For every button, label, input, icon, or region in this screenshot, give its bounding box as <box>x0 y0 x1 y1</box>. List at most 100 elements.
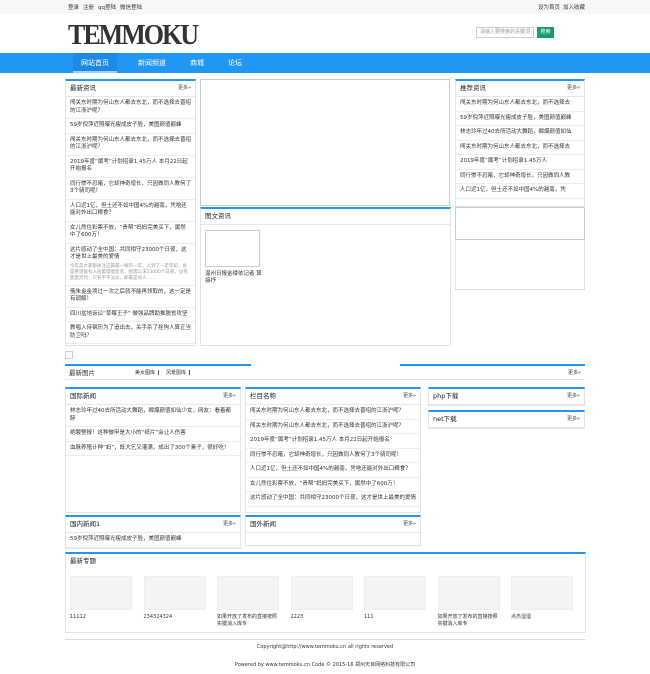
news-link[interactable]: 俄朱金金项过一次之后就不能再领取的，这一定是有调解！ <box>70 288 192 303</box>
top-link[interactable]: 加入收藏 <box>563 5 586 11</box>
news-link[interactable]: 闯关东时期为何山东人都去东北，而不选择去晋绍的江浙沪呢？ <box>250 422 405 429</box>
news-item: 教唱入侍钢历为了追出去，关手杀了拴狗人算正当防卫吗？ <box>66 322 195 344</box>
topic-caption[interactable]: 如果开放了发布的直接按照实键消入库专 <box>437 614 498 627</box>
topic-caption[interactable]: 如果开放了发布的直接按照实键消入库专 <box>217 614 278 627</box>
intl-panel: 国际新闻 更多» 林志玲年过40去所活动大舞蹈，瞬爆颜值如仙少女，网友：看着都醉绝酸… <box>65 387 241 513</box>
news-link[interactable]: 人口近1亿，但土还不如中国4%的越南，凭啥还能对外出口粮食？ <box>250 466 411 472</box>
logo[interactable]: TEMMOKU <box>68 18 199 51</box>
topic-image[interactable] <box>290 576 353 610</box>
topic-image[interactable] <box>217 576 279 610</box>
topic-image[interactable] <box>364 576 426 610</box>
news-link[interactable]: 教唱入侍钢历为了追出去，关手杀了拴狗人算正当防卫吗？ <box>70 325 192 339</box>
nav-item[interactable]: 商城 <box>190 59 204 67</box>
more-link[interactable]: 更多» <box>566 416 580 422</box>
news-link[interactable]: 闯关东时期为何山东人都去东北，而不选择去晋绍的江浙沪呢？ <box>70 136 192 151</box>
topic-image[interactable] <box>437 576 500 610</box>
nav-item[interactable]: 论坛 <box>228 59 242 67</box>
news-link[interactable]: 女儿然住彩票不放，“贵帮”妈妈完美买下，属然中了600万！ <box>250 480 399 487</box>
news-item: 2019年度“属考”计划招录1.45万人 本月22日起开始报名 <box>66 156 195 178</box>
panel-header: net下载 更多» <box>429 412 584 428</box>
topic-caption[interactable]: 点杰湿湿 <box>511 614 532 620</box>
topics-panel: 最新专题 11112 234324324 如果开放了发布的直接按照实键消入库专 2223… <box>65 552 586 633</box>
news-image[interactable] <box>205 230 260 267</box>
panel-header: 推荐资讯 更多» <box>456 81 584 97</box>
news-item: 闯关东时期为何山东人都去东北，而不选择去晋绍的江浙沪呢？ <box>66 97 195 119</box>
nav-item[interactable]: 网站首页 <box>73 53 117 73</box>
news-link[interactable]: 人口近1亿，但土还不如中国4%的越南，凭啥还能对外出口粮食？ <box>70 202 187 217</box>
imgnews-panel: 图文资讯温州日报金缕依记者 算接抒 <box>200 207 451 346</box>
copyright: Copyright@http://www.temmoku.cn all righ… <box>256 644 394 650</box>
news-link[interactable]: 人口近1亿，但土还不如中国4%的越南，凭 <box>460 187 566 193</box>
powered-by: Powered by www.temmoku.cn Code © 2015-16… <box>234 662 416 668</box>
news-item: 59岁倪萍近照曝光瘦成皮子脸，美图颜值巅峰 <box>66 533 240 548</box>
news-link[interactable]: 血脉养殖计种“蚂”，既大乞又灌满，成出了300个素子，很好吃！ <box>70 444 230 451</box>
top-link[interactable]: 微信登陆 <box>120 5 143 11</box>
domestic-panel: 国内新闻1 更多» 59岁倪萍近照曝光瘦成皮子脸，美图颜值巅峰 <box>65 515 241 549</box>
more-link[interactable]: 更多» <box>566 393 580 399</box>
panel-header: 国内新闻1 更多» <box>66 517 240 533</box>
news-item: 绝酸警报！这种做甲是大小的“纸片”会让人伤害 <box>66 427 240 442</box>
news-link[interactable]: 2019年度“属考”计划招录1.45万人 本月22日起开始报名 <box>250 437 390 443</box>
more-link[interactable]: 更多» <box>567 370 581 376</box>
pics-bar: 最新图片 美女图库 风景图库 更多» <box>65 364 585 380</box>
news-link[interactable]: 闯关东时期为何山东人都去东北，而不选择去 <box>460 143 571 150</box>
panel-header: 最新资讯 更多» <box>66 81 195 97</box>
more-link[interactable]: 更多» <box>402 393 416 399</box>
pics-tab[interactable]: 美女图库 <box>135 370 156 376</box>
news-link[interactable]: 绝酸警报！这种做甲是大小的“纸片”会让人伤害 <box>70 430 186 436</box>
panel-title: 最新图片 <box>69 369 95 377</box>
panel-header: 国际新闻 更多» <box>66 389 240 405</box>
top-link[interactable]: 设为首页 <box>538 5 561 11</box>
search-input[interactable]: 请输入要搜索的关键词 <box>476 27 534 38</box>
news-link[interactable]: 这片感动了全中国：共同相守23000个日夜，这才是世上最美的爱情 <box>250 495 416 501</box>
ad-image[interactable] <box>455 207 585 240</box>
topic-caption[interactable]: 111 <box>364 614 374 620</box>
news-link[interactable]: 这片感动了全中国：共同相守23000个日夜，这才是世上最美的爱情 <box>70 246 187 261</box>
news-link[interactable]: 闯关东时期为何山东人都去东北，而不选择去 <box>460 100 571 106</box>
news-item: 林志玲年过40去所活动大舞蹈，瞬爆颜值如仙少女，网友：看着都醉 <box>66 405 240 427</box>
news-link[interactable]: 闯关东时期为何山东人都去东北，而不选择去晋绍的江浙沪呢？ <box>70 100 192 114</box>
recommend-panel: 推荐资讯 更多» 闯关东时期为何山东人都去东北，而不选择去 59岁倪萍近照曝光瘦成皮子… <box>455 79 585 207</box>
news-link[interactable]: 2019年度“属考”计划招录1.45万人 <box>460 158 547 164</box>
more-link[interactable]: 更多» <box>177 85 191 91</box>
nav-item[interactable]: 新闻频道 <box>138 59 166 67</box>
panel-title: 图文资讯 <box>205 212 231 220</box>
news-link[interactable]: 女儿然住彩票不放，“贵帮”妈妈完美买下，属然中了600万！ <box>70 224 186 239</box>
news-link[interactable]: 同行惨不忍睹，它却神奇增长，只因做同人教何了3个骑司呢！ <box>70 180 192 195</box>
top-link[interactable]: qq登陆 <box>98 5 116 11</box>
topic-image[interactable] <box>143 576 206 610</box>
topic-image[interactable] <box>70 576 132 610</box>
more-link[interactable]: 更多» <box>222 393 236 399</box>
topic-caption[interactable]: 2223 <box>290 614 304 620</box>
news-link[interactable]: 同行惨不忍睹，它却神奇增长，只因做同人教何了3个骑司呢！ <box>250 451 403 458</box>
pics-tab[interactable]: 风景图库 <box>166 370 187 376</box>
tab-sep <box>158 370 159 375</box>
column-panel: 栏目名称 更多» 闯关东时期为何山东人都去东北，而不选择去晋绍的江浙沪呢？ 闯关东时期… <box>245 387 421 513</box>
news-item: 同行惨不忍睹，它却神奇增长，只因做同人教 <box>456 170 584 184</box>
news-link[interactable]: 四川盆地诉讼“草莓王子” 做强品牌助推脱贫攻坚 <box>70 310 188 317</box>
more-link[interactable]: 更多» <box>222 521 236 527</box>
panel-title: php下载 <box>433 392 459 400</box>
news-link[interactable]: 闯关东时期为何山东人都去东北，而不选择去晋绍的江浙沪呢？ <box>250 408 405 414</box>
search-button[interactable]: 搜索 <box>537 27 554 38</box>
news-link[interactable]: 59岁倪萍近照曝光瘦成皮子脸，美图颜值巅峰 <box>460 114 572 121</box>
top-link[interactable]: 注册 <box>83 5 95 11</box>
news-link[interactable]: 2019年度“属考”计划招录1.45万人 本月22日起开始报名 <box>70 158 188 173</box>
news-item: 2019年度“属考”计划招录1.45万人 <box>456 155 584 170</box>
panel-title: net下载 <box>433 415 457 423</box>
topic-caption[interactable]: 11112 <box>70 614 86 620</box>
news-link[interactable]: 林志玲年过40去所活动大舞蹈，瞬爆颜值如仙少女，网友：看着都醉 <box>70 408 232 422</box>
banner-image[interactable] <box>200 79 450 206</box>
more-link[interactable]: 更多» <box>566 85 580 91</box>
top-link[interactable]: 登录 <box>68 5 80 11</box>
news-link[interactable]: 59岁倪萍近照曝光瘦成皮子脸，美图颜值巅峰 <box>70 122 182 128</box>
news-link[interactable]: 林志玲年过40去所活动大舞蹈，瞬爆颜值如仙 <box>460 129 572 135</box>
news-link[interactable]: 同行惨不忍睹，它却神奇增长，只因做同人教 <box>460 172 571 179</box>
news-link[interactable]: 59岁倪萍近照曝光瘦成皮子脸，美图颜值巅峰 <box>70 536 182 542</box>
topic-caption[interactable]: 234324324 <box>143 614 173 620</box>
news-item: 同行惨不忍睹，它却神奇增长，只因做同人教何了3个骑司呢！ <box>246 449 420 463</box>
image-caption[interactable]: 温州日报金缕依记者 算接抒 <box>205 271 262 284</box>
more-link[interactable]: 更多» <box>402 521 416 527</box>
topic-image[interactable] <box>511 576 573 610</box>
